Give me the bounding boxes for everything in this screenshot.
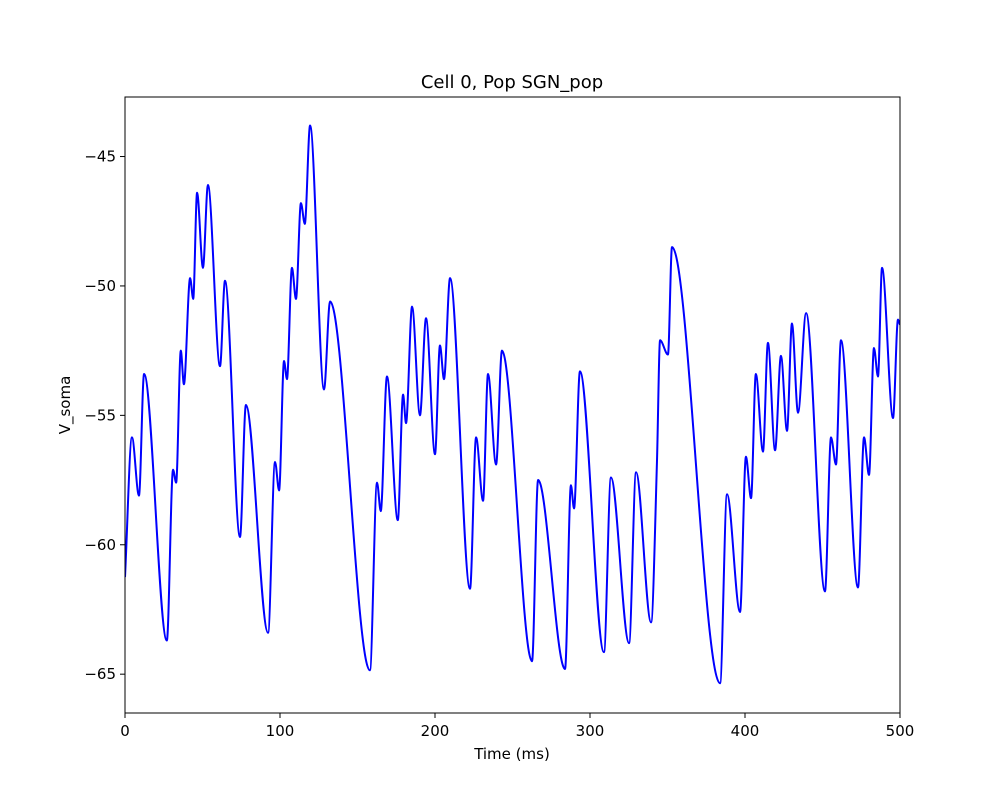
x-axis-label: Time (ms) [473,745,550,763]
x-tick-label: 400 [731,722,760,740]
y-tick-label: −65 [84,665,116,683]
x-tick-label: 100 [266,722,295,740]
y-tick-label: −60 [84,536,116,554]
y-tick-label: −50 [84,277,116,295]
plot-frame [124,96,901,714]
data-line [125,124,900,685]
y-tick-label: −55 [84,406,116,424]
x-tick-label: 500 [886,722,915,740]
x-tick-label: 300 [576,722,605,740]
y-tick-label: −45 [84,148,116,166]
x-tick-label: 0 [120,722,130,740]
y-axis-label: V_soma [56,376,75,435]
chart-title: Cell 0, Pop SGN_pop [421,72,603,93]
x-tick-label: 200 [421,722,450,740]
